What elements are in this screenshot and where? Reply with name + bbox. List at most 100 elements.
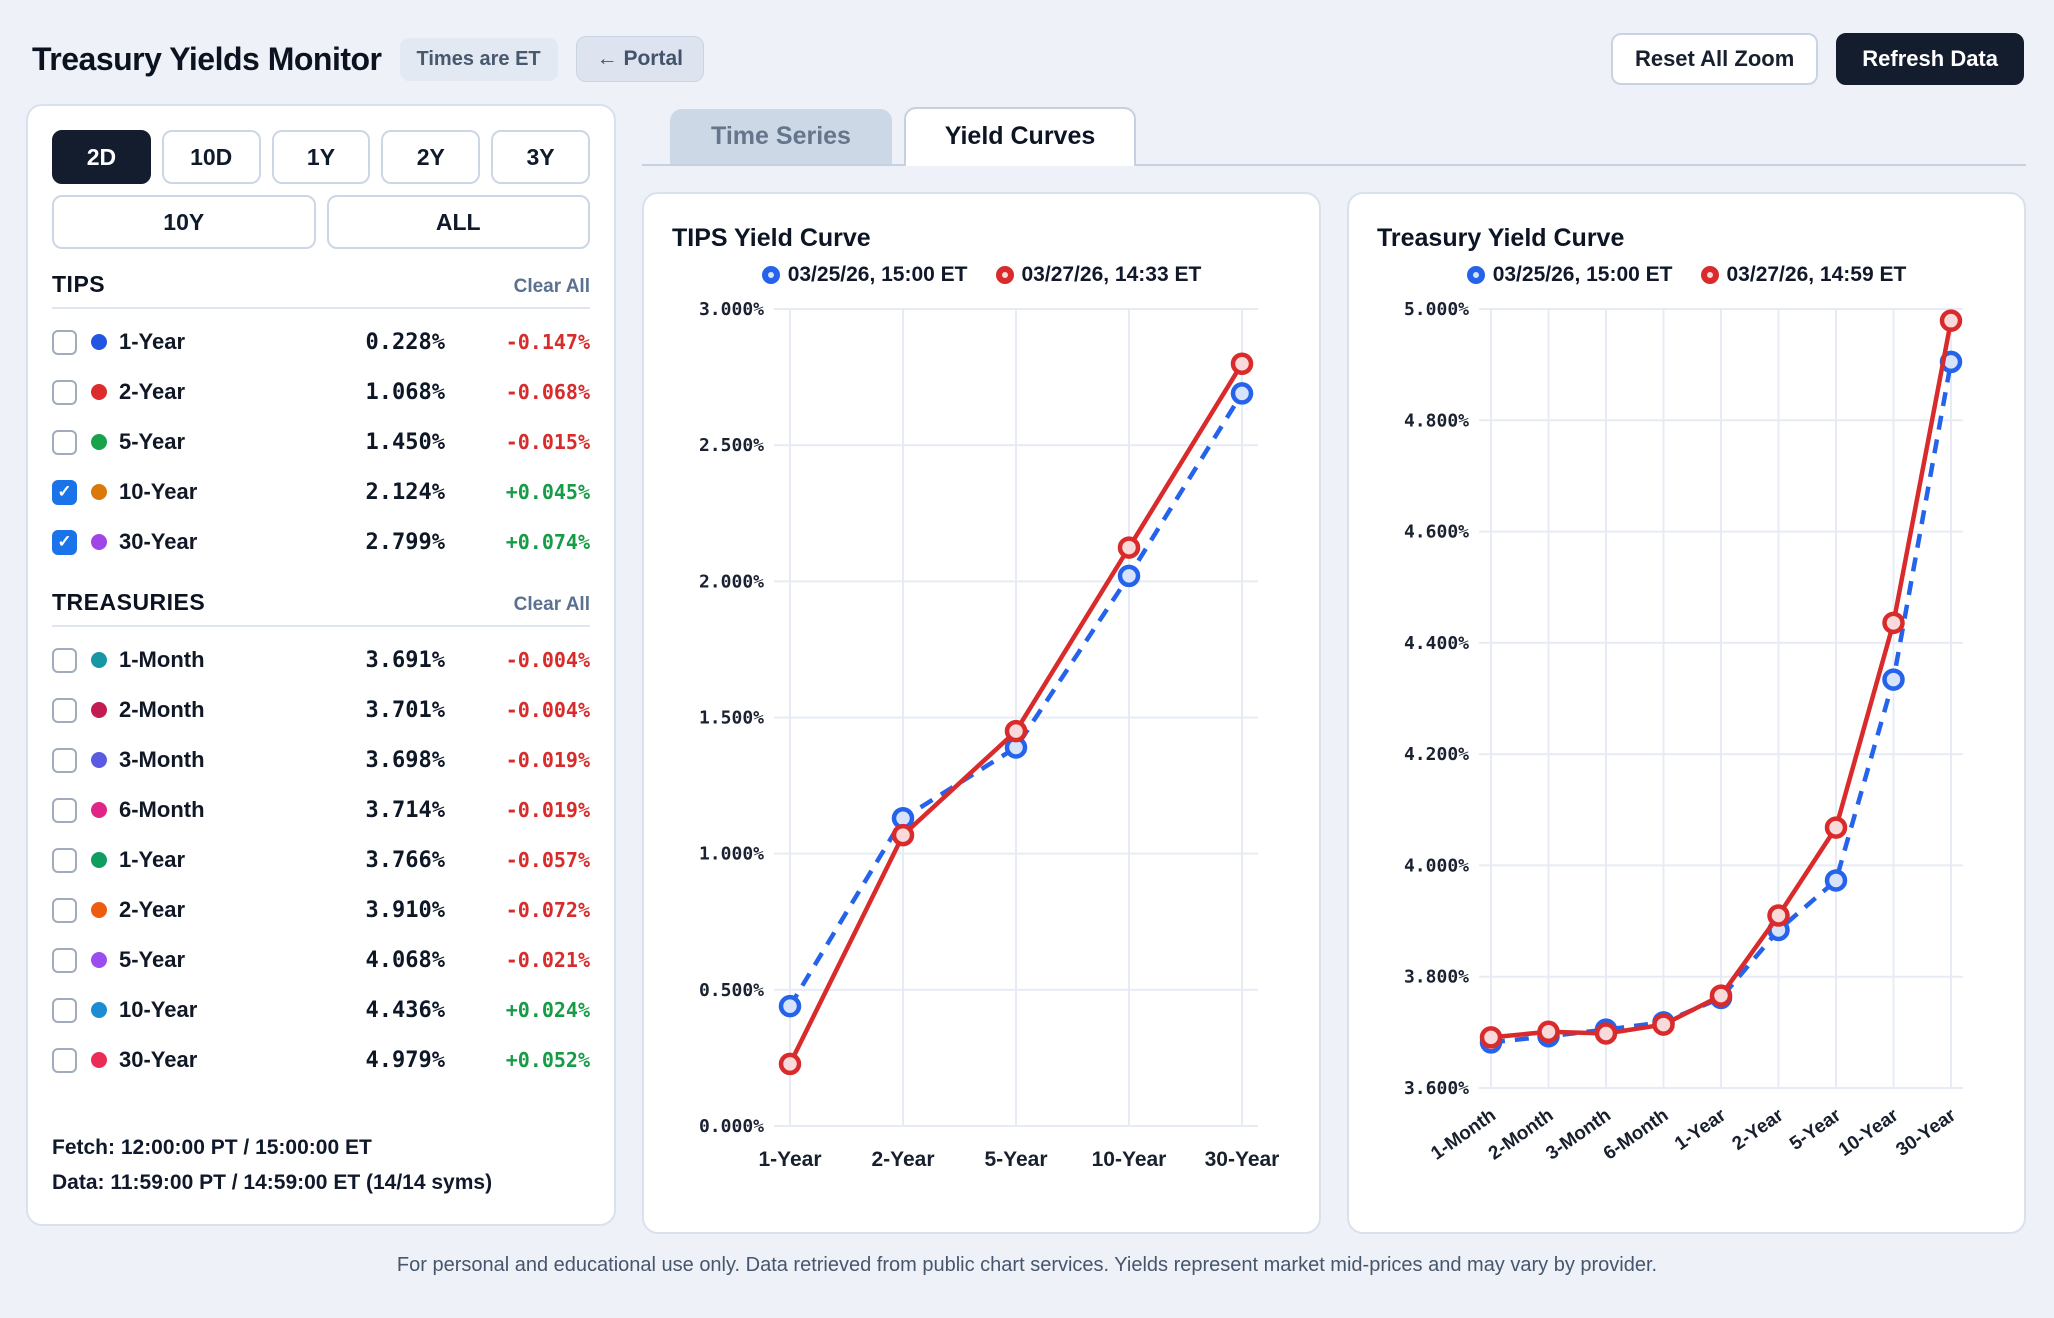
series-color-dot [91,484,107,500]
data-point-marker[interactable] [1824,816,1847,839]
x-axis-tick-label: 3-Month [1542,1105,1615,1165]
data-point-marker[interactable] [1709,984,1732,1007]
y-axis-tick-label: 1.500% [698,708,763,729]
data-point-marker[interactable] [1881,668,1905,691]
y-axis-tick-label: 4.200% [1403,744,1468,765]
range-button-2d[interactable]: 2D [52,130,151,184]
x-axis-tick-label: 10-Year [1091,1148,1166,1171]
list-item: 2-Year 3.910% -0.072% [52,885,590,935]
series-checkbox[interactable] [52,1047,77,1073]
range-button-2y[interactable]: 2Y [381,130,481,184]
data-point-marker[interactable] [1651,1013,1675,1036]
series-checkbox[interactable] [52,379,77,405]
range-button-3y[interactable]: 3Y [491,130,590,184]
series-color-dot [91,334,107,350]
series-change: -0.019% [505,748,590,772]
refresh-data-button[interactable]: Refresh Data [1836,33,2024,85]
legend-series-label: 03/27/26, 14:33 ET [1021,263,1202,286]
section-treasuries: TREASURIES Clear All 1-Month 3.691% -0.004% 2… [52,589,590,1085]
series-checkbox[interactable] [52,329,77,355]
data-point-marker[interactable] [891,823,914,847]
series-checkbox[interactable] [52,797,77,823]
series-change: -0.072% [505,898,590,922]
series-checkbox[interactable] [52,947,77,973]
x-axis-tick-label: 30-Year [1892,1105,1960,1161]
series-checkbox[interactable] [52,847,77,873]
series-value: 0.228% [365,329,445,355]
y-axis-tick-label: 2.000% [698,571,763,592]
series-checkbox[interactable] [52,897,77,923]
series-value: 3.766% [365,847,445,873]
legend-item: 03/27/26, 14:33 ET [995,263,1202,287]
list-item: 1-Year 3.766% -0.057% [52,835,590,885]
data-point-marker[interactable] [1117,536,1140,559]
series-label: 30-Year [119,529,198,554]
series-checkbox[interactable] [52,997,77,1023]
list-item: ✓ 30-Year 2.799% +0.074% [52,517,590,567]
data-point-marker[interactable] [778,994,801,1018]
series-color-dot [91,802,107,818]
list-item: 2-Year 1.068% -0.068% [52,367,590,417]
legend-item: 03/27/26, 14:59 ET [1700,263,1906,287]
series-checkbox[interactable] [52,697,77,723]
x-axis-tick-label: 1-Month [1427,1105,1500,1165]
x-axis-tick-label: 2-Year [871,1148,934,1171]
series-checkbox[interactable]: ✓ [52,529,77,555]
y-axis-tick-label: 3.600% [1403,1078,1468,1099]
series-label: 5-Year [119,429,186,454]
x-axis-tick-label: 30-Year [1204,1148,1279,1171]
series-color-dot [91,384,107,400]
y-axis-tick-label: 0.000% [698,1116,763,1137]
clear-all-tips-link[interactable]: Clear All [513,276,590,297]
treasury-yield-curve-card: Treasury Yield Curve 03/25/26, 15:00 ET 03… [1347,192,2026,1234]
data-point-marker[interactable] [1117,564,1140,588]
tab-yield-curves[interactable]: Yield Curves [904,107,1136,166]
data-point-marker[interactable] [1536,1020,1560,1044]
data-point-marker[interactable] [1230,352,1253,375]
tab-bar: Time Series Yield Curves [642,104,2026,166]
series-change: -0.068% [505,380,590,404]
data-point-marker[interactable] [1766,904,1790,927]
series-color-dot [91,1002,107,1018]
data-point-marker[interactable] [1479,1026,1502,1049]
series-change: -0.004% [505,648,590,672]
treasury-chart[interactable]: 5.000% 4.800% 4.600% 4.400% 4.200% 4.000% 3.80… [1387,293,1987,1188]
series-checkbox[interactable] [52,647,77,673]
range-button-10y[interactable]: 10Y [52,195,316,249]
section-head: TIPS Clear All [52,271,590,309]
data-time: Data: 11:59:00 PT / 14:59:00 ET (14/14 s… [52,1171,493,1194]
series-checkbox[interactable]: ✓ [52,479,77,505]
series-color-dot [91,952,107,968]
range-button-10d[interactable]: 10D [161,130,261,184]
data-point-marker[interactable] [1881,611,1905,635]
data-point-marker[interactable] [1824,869,1847,892]
tab-time-series[interactable]: Time Series [670,109,892,164]
data-point-marker[interactable] [1004,719,1027,743]
series-color-dot [91,702,107,718]
series-checkbox[interactable] [52,429,77,455]
clear-all-treasuries-link[interactable]: Clear All [513,594,590,615]
portal-button[interactable]: ← Portal [575,36,704,82]
series-value: 2.799% [365,529,445,555]
y-axis-tick-label: 0.500% [698,980,763,1001]
range-button-1y[interactable]: 1Y [271,130,371,184]
fetch-time: Fetch: 12:00:00 PT / 15:00:00 ET [52,1136,372,1159]
series-label: 10-Year [119,479,198,504]
tips-chart[interactable]: 3.000% 2.500% 2.000% 1.500% 1.000% 0.500% 0.00… [682,293,1282,1188]
series-change: -0.147% [505,330,590,354]
series-color-dot [91,652,107,668]
series-change: -0.019% [505,798,590,822]
data-point-marker[interactable] [1939,309,1962,332]
list-item: 2-Month 3.701% -0.004% [52,685,590,735]
series-change: +0.024% [505,998,590,1022]
footer-disclaimer: For personal and educational use only. D… [396,1254,1658,1276]
x-axis-tick-label: 6-Month [1599,1105,1672,1165]
series-checkbox[interactable] [52,747,77,773]
data-point-marker[interactable] [1230,382,1253,405]
tips-yield-curve-card: TIPS Yield Curve 03/25/26, 15:00 ET 03/27/… [642,192,1321,1234]
data-point-marker[interactable] [778,1052,801,1076]
series-value: 4.979% [365,1047,445,1073]
reset-all-zoom-button[interactable]: Reset All Zoom [1610,33,1819,85]
data-point-marker[interactable] [1594,1022,1617,1045]
range-button-all[interactable]: ALL [326,195,590,249]
